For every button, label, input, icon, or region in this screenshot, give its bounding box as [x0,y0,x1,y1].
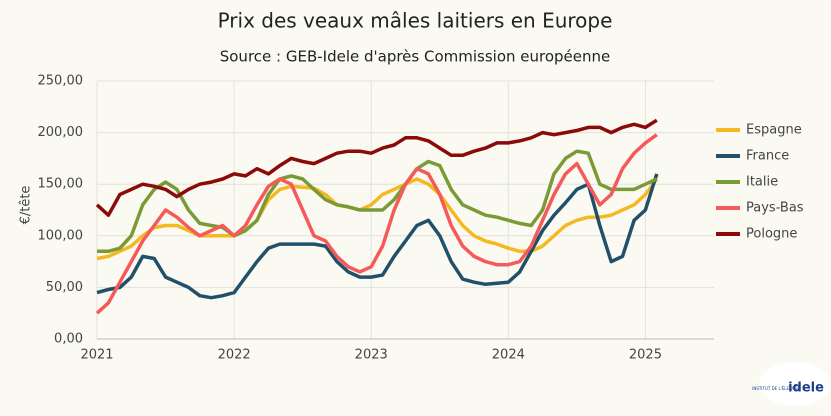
logo-shape [759,362,831,406]
x-tick-label: 2024 [492,348,525,363]
legend-label: Pays-Bas [746,201,804,216]
series-line [96,177,659,261]
x-tick-label: 2023 [355,348,388,363]
logo-name: idele [788,381,824,396]
x-tick-label: 2025 [629,348,662,363]
legend-label: Italie [746,175,778,190]
y-axis-label: €/tête [19,186,34,225]
legend-label: Pologne [746,227,797,242]
y-tick-label: 250,00 [38,74,84,89]
series-line [96,173,659,300]
y-tick-label: 200,00 [38,125,84,140]
series-line [95,133,658,315]
legend-label: France [746,149,789,164]
chart-title: Prix des veaux mâles laitiers en Europe [218,9,613,33]
logo-caption: INSTITUT DE L'ÉLEVAGE [752,386,800,391]
y-tick-label: 0,00 [54,332,83,347]
legend-label: Espagne [746,123,802,138]
y-tick-label: 100,00 [38,228,84,243]
series-line [97,149,658,254]
y-tick-label: 50,00 [46,280,83,295]
series-line [95,118,658,217]
chart-subtitle: Source : GEB-Idele d'après Commission eu… [220,48,611,66]
y-tick-label: 150,00 [38,177,84,192]
x-tick-label: 2021 [80,348,113,363]
x-tick-label: 2022 [218,348,251,363]
logo: idele INSTITUT DE L'ÉLEVAGE [752,362,831,406]
